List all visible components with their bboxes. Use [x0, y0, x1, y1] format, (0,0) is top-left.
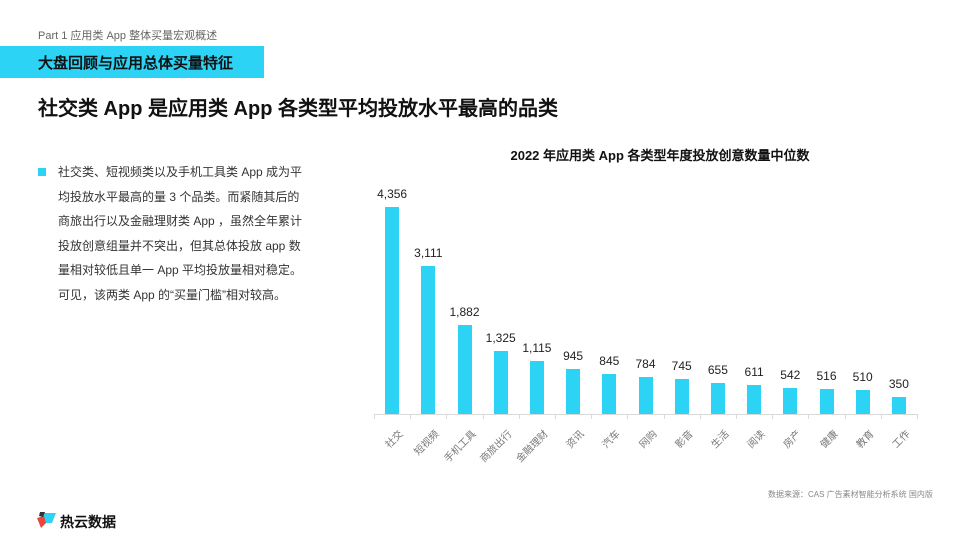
bar-value-label: 845	[599, 353, 620, 368]
axis-tick	[736, 414, 737, 419]
axis-tick	[555, 414, 556, 419]
bar-value-label: 655	[707, 362, 728, 377]
bar-10	[747, 384, 762, 414]
bar-value-label: 3,111	[414, 246, 443, 261]
bar-value-label: 611	[744, 364, 764, 379]
category-label: 工作	[890, 428, 913, 451]
brand-logo-icon	[37, 512, 56, 528]
bar-1	[421, 266, 436, 414]
section-banner: 大盘回顾与应用总体买量特征	[0, 46, 264, 78]
bar-7	[638, 376, 653, 414]
axis-tick	[772, 414, 774, 419]
axis-tick	[880, 414, 882, 419]
category-label: 手机工具	[442, 428, 479, 465]
axis-tick	[844, 414, 846, 419]
part-label: Part 1 应用类 App 整体买量宏观概述	[38, 30, 218, 42]
bar-value-label: 350	[888, 377, 909, 392]
brand-name: 热云数据	[60, 514, 116, 530]
category-label: 房产	[781, 428, 804, 451]
category-label: 短视频	[412, 428, 442, 458]
axis-tick	[808, 414, 810, 419]
bar-value-label: 1,325	[485, 331, 516, 346]
category-label: 社交	[383, 428, 406, 451]
axis-tick	[374, 414, 375, 419]
bar-value-label: 1,882	[449, 304, 480, 319]
category-label: 影音	[673, 428, 696, 451]
bar-13	[855, 389, 870, 414]
section-banner-text: 大盘回顾与应用总体买量特征	[38, 55, 234, 72]
axis-tick	[627, 414, 629, 419]
axis-tick	[663, 414, 665, 419]
category-label: 网购	[637, 428, 660, 451]
axis-tick	[591, 414, 593, 419]
summary-paragraph: 社交类、短视频类以及手机工具类 App 成为平均投放水平最高的量 3 个品类。而…	[58, 165, 303, 302]
bar-3	[493, 351, 508, 414]
bar-4	[529, 361, 544, 414]
axis-tick	[446, 414, 448, 419]
axis-tick	[917, 414, 918, 419]
bar-value-label: 4,356	[377, 187, 408, 201]
data-source: 数据来源：CAS 广告素材智能分析系统 国内版	[768, 490, 933, 499]
bar-value-label: 516	[816, 369, 837, 384]
category-label: 阅读	[745, 428, 768, 451]
bar-9	[710, 382, 725, 414]
x-axis	[374, 414, 917, 415]
category-label: 教育	[854, 428, 877, 451]
category-label: 商旅出行	[478, 428, 515, 465]
bar-value-label: 745	[671, 358, 692, 373]
bar-6	[602, 373, 617, 414]
bar-value-label: 945	[563, 349, 584, 364]
bar-value-label: 542	[780, 368, 801, 383]
bar-12	[819, 389, 834, 414]
category-label: 健康	[818, 428, 841, 451]
category-label: 汽车	[600, 428, 623, 451]
bar-value-label: 784	[635, 356, 656, 371]
category-label: 金融理财	[514, 428, 551, 465]
chart-title: 2022 年应用类 App 各类型年度投放创意数量中位数	[510, 148, 810, 163]
category-label: 生活	[709, 428, 732, 451]
bullet-marker	[38, 168, 46, 176]
bar-value-label: 510	[852, 369, 873, 384]
bar-value-label: 1,115	[522, 341, 552, 355]
axis-tick	[518, 414, 520, 419]
bar-14	[891, 397, 906, 414]
axis-tick	[699, 414, 701, 419]
bar-2	[457, 324, 472, 414]
bar-11	[783, 388, 798, 414]
axis-tick	[482, 414, 484, 419]
bar-5	[566, 369, 581, 414]
page-title: 社交类 App 是应用类 App 各类型平均投放水平最高的品类	[38, 98, 558, 120]
category-label: 资讯	[564, 428, 587, 451]
axis-tick	[410, 414, 412, 419]
bar-8	[674, 378, 689, 414]
bar-0	[385, 207, 400, 414]
